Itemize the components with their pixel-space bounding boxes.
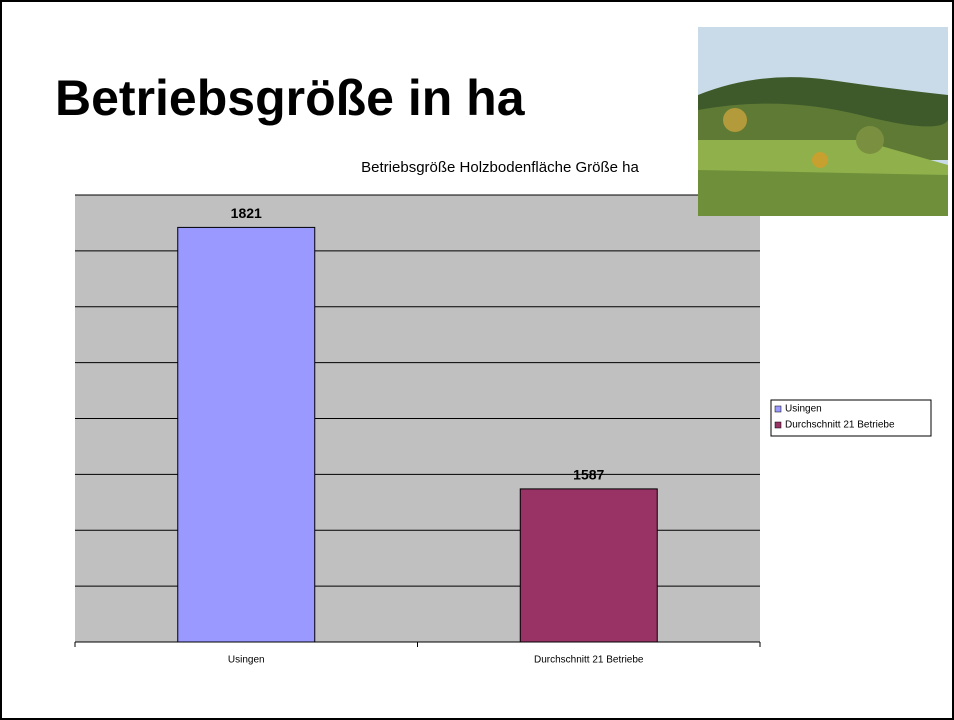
bar (177, 226, 316, 643)
legend-swatch (774, 405, 782, 413)
x-tick-label: Usingen (228, 655, 265, 666)
legend-swatch (774, 421, 782, 429)
value-label: 1821 (231, 205, 262, 221)
chart: Betriebsgröße Holzbodenfläche Größe ha Us… (74, 159, 932, 666)
slide-title: Betriebsgröße in ha (55, 70, 526, 126)
chart-title: Betriebsgröße Holzbodenfläche Größe ha (361, 159, 639, 176)
legend-label: Durchschnitt 21 Betriebe (785, 420, 895, 431)
legend-box (770, 399, 932, 437)
value-label: 1587 (573, 467, 604, 483)
legend-label: Usingen (785, 404, 822, 415)
x-tick-label: Durchschnitt 21 Betriebe (534, 655, 644, 666)
bar (519, 488, 658, 643)
photo (698, 27, 948, 216)
